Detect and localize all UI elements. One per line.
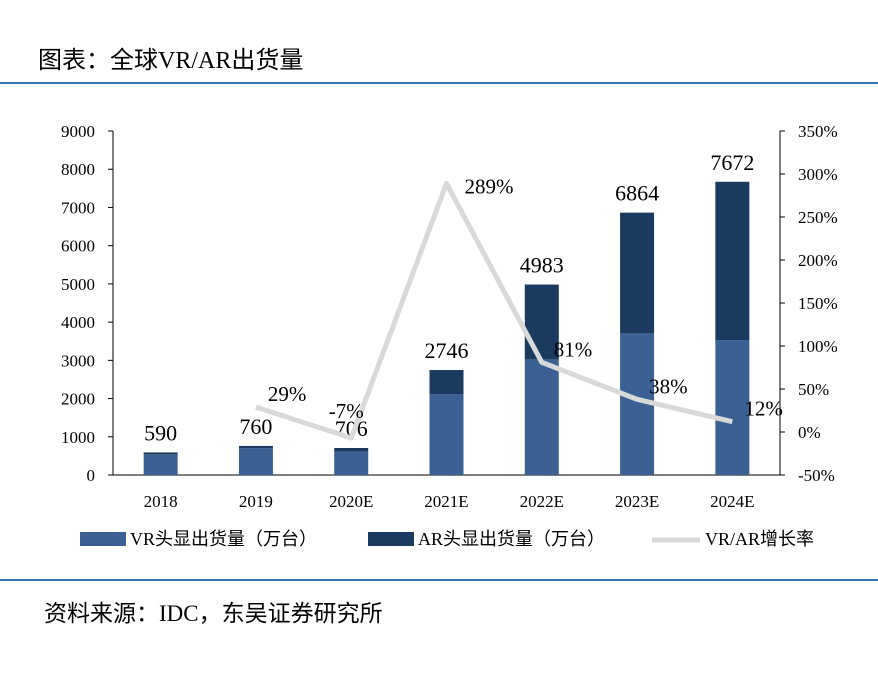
bar-vr — [143, 454, 178, 475]
x-tick-label: 2023E — [615, 492, 659, 511]
growth-label: 81% — [554, 337, 593, 361]
y-tick-label: 2000 — [61, 390, 95, 409]
y-tick-label: 3000 — [61, 351, 95, 370]
y-tick-label: 1000 — [61, 428, 95, 447]
total-label: 7672 — [710, 150, 754, 175]
x-tick-label: 2020E — [329, 492, 373, 511]
growth-label: 12% — [744, 397, 783, 421]
growth-label: -7% — [329, 399, 364, 423]
y2-tick-label: 100% — [798, 337, 838, 356]
legend-vr-swatch — [80, 532, 126, 546]
growth-label: 38% — [649, 374, 688, 398]
chart: 0 1000 2000 3000 4000 5000 6000 7000 8000 9000 -50… — [61, 122, 838, 549]
bar-vr — [238, 448, 273, 475]
y-tick-label: 0 — [87, 466, 96, 485]
y2-tick-label: 350% — [798, 122, 838, 141]
total-label: 2746 — [425, 338, 469, 363]
bar-ar — [524, 284, 559, 360]
y-tick-label: 4000 — [61, 313, 95, 332]
y2-tick-label: 250% — [798, 208, 838, 227]
x-tick-label: 2021E — [424, 492, 468, 511]
bar-vr — [429, 394, 464, 475]
bar-ar — [334, 448, 369, 452]
total-label: 6864 — [615, 181, 659, 206]
bar-ar — [620, 212, 655, 334]
x-tick-label: 2018 — [144, 492, 178, 511]
y2-tick-label: 50% — [798, 380, 829, 399]
growth-label: 29% — [268, 382, 307, 406]
bar-ar — [429, 370, 464, 395]
y2-tick-label: 150% — [798, 294, 838, 313]
x-tick-label: 2024E — [710, 492, 754, 511]
y-tick-label: 5000 — [61, 275, 95, 294]
source-note: 资料来源：IDC，东吴证券研究所 — [44, 601, 383, 626]
total-label: 590 — [144, 420, 177, 445]
y-tick-label: 7000 — [61, 198, 95, 217]
chart-title: 图表：全球VR/AR出货量 — [38, 48, 304, 74]
top-rule — [0, 82, 878, 84]
y2-tick-label: -50% — [798, 466, 835, 485]
bar-vr — [524, 359, 559, 475]
y2-tick-label: 300% — [798, 165, 838, 184]
bar-vr — [715, 340, 750, 475]
y-tick-label: 6000 — [61, 237, 95, 256]
growth-label: 289% — [465, 174, 514, 198]
legend-vr-label: VR头显出货量（万台） — [130, 529, 317, 549]
y2-tick-label: 200% — [798, 251, 838, 270]
legend-growth-label: VR/AR增长率 — [705, 529, 814, 549]
bar-ar — [715, 181, 750, 341]
x-tick-label: 2022E — [520, 492, 564, 511]
total-label: 760 — [239, 414, 272, 439]
bar-ar — [238, 445, 273, 449]
y-tick-label: 8000 — [61, 160, 95, 179]
bar-vr — [334, 451, 369, 475]
y-tick-label: 9000 — [61, 122, 95, 141]
legend-ar-swatch — [368, 532, 414, 546]
bar-ar — [143, 452, 178, 455]
growth-line — [255, 180, 733, 441]
bottom-rule — [0, 579, 878, 581]
x-tick-label: 2019 — [239, 492, 273, 511]
legend-ar-label: AR头显出货量（万台） — [418, 529, 605, 549]
y2-tick-label: 0% — [798, 423, 821, 442]
total-label: 4983 — [520, 253, 564, 278]
